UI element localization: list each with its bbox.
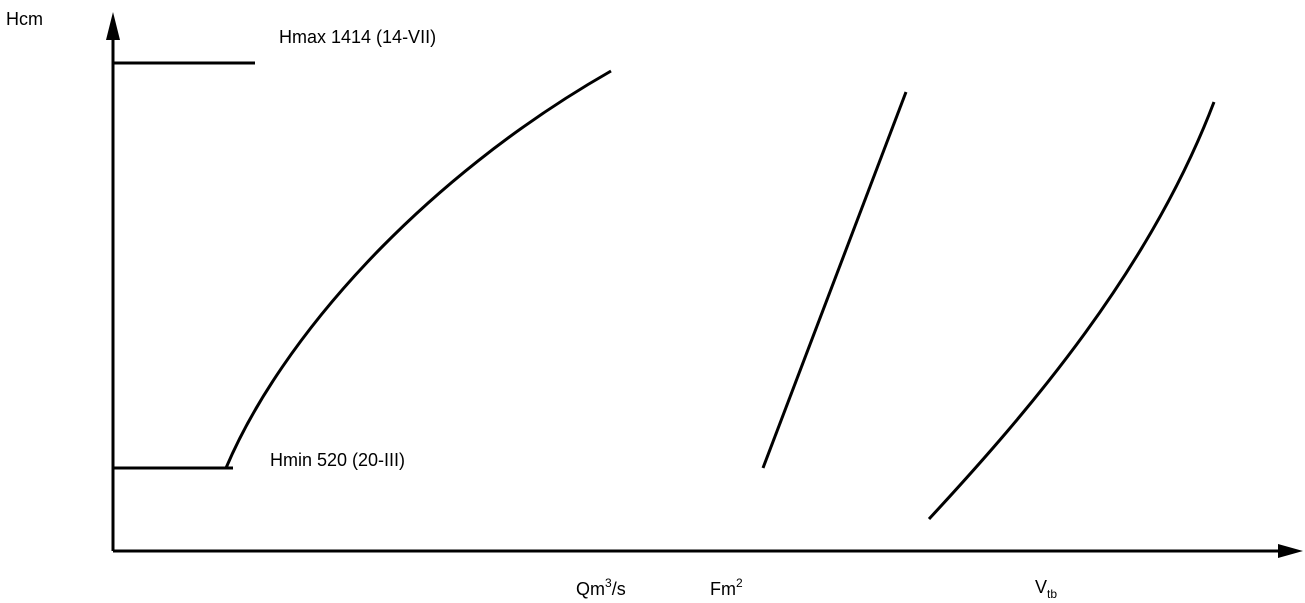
v-axis-label: Vtb	[1035, 577, 1057, 601]
q-axis-label: Qm3/s	[576, 576, 626, 599]
f-axis-label-base: Fm	[710, 579, 736, 599]
h-f-curve	[761, 91, 908, 469]
x-axis-arrowhead	[1278, 544, 1303, 558]
q-axis-label-base: Qm	[576, 579, 605, 599]
v-axis-label-base: V	[1035, 577, 1047, 597]
hmin-label: Hmin 520 (20-III)	[270, 450, 405, 470]
q-axis-label-sup: 3	[605, 576, 612, 590]
y-axis-label: Hcm	[6, 9, 43, 29]
h-q-curve	[224, 69, 612, 469]
f-axis-label: Fm2	[710, 576, 743, 599]
h-v-curve	[927, 101, 1216, 521]
v-axis-label-sub: tb	[1047, 587, 1057, 601]
hmax-label: Hmax 1414 (14-VII)	[279, 27, 436, 47]
q-axis-label-suffix: /s	[612, 579, 626, 599]
y-axis-arrowhead	[106, 12, 120, 40]
f-axis-label-sup: 2	[736, 576, 743, 590]
